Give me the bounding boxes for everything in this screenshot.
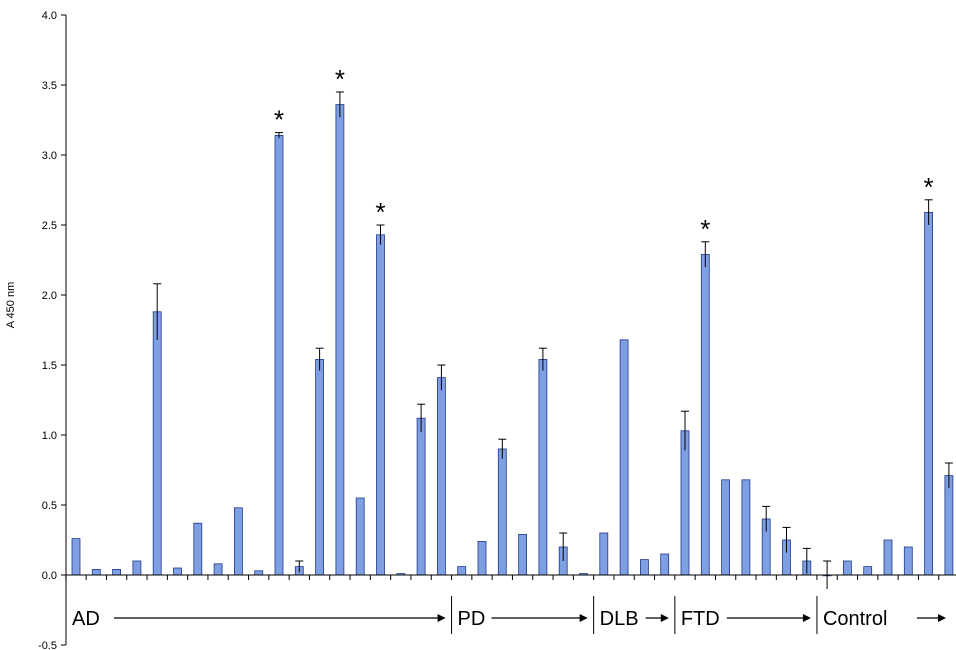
y-tick-label: 1.0 xyxy=(42,430,57,442)
bar xyxy=(680,430,690,576)
y-axis-label: A 450 nm xyxy=(5,282,17,328)
bar xyxy=(213,563,223,576)
bar xyxy=(91,569,101,576)
bar xyxy=(355,497,365,576)
bar xyxy=(173,567,182,576)
bar xyxy=(416,417,426,576)
group-label-dlb: DLB xyxy=(600,608,639,630)
y-tick-label: 3.0 xyxy=(42,150,57,162)
y-tick-label: -0.5 xyxy=(38,640,57,650)
significance-star: * xyxy=(700,214,710,244)
bar xyxy=(883,539,893,576)
significance-star: * xyxy=(375,197,385,227)
y-tick-label: 2.5 xyxy=(42,220,57,232)
bar xyxy=(457,566,467,576)
bar xyxy=(700,253,710,576)
bar xyxy=(152,311,162,576)
y-axis-ticks: 4.0 3.5 3.0 2.5 2.0 1.5 1.0 0.5 0.0 -0.5 xyxy=(38,10,66,650)
group-label-ftd: FTD xyxy=(681,608,720,630)
error-bars xyxy=(153,91,953,589)
significance-markers: * * * * * xyxy=(274,64,934,244)
bar xyxy=(315,358,325,576)
bar xyxy=(112,569,121,576)
bar xyxy=(274,134,284,576)
group-arrow-head xyxy=(938,614,946,622)
y-tick-label: 2.0 xyxy=(42,290,57,302)
bar xyxy=(741,479,751,576)
bar xyxy=(518,534,527,576)
y-tick-label: 1.5 xyxy=(42,360,57,372)
y-tick-label: 4.0 xyxy=(42,10,57,22)
bar xyxy=(640,559,649,576)
bar xyxy=(619,339,629,576)
bar xyxy=(436,377,446,576)
bar xyxy=(233,507,243,576)
bar xyxy=(335,104,345,576)
bar xyxy=(944,475,954,576)
bar xyxy=(254,570,264,576)
group-label-pd: PD xyxy=(458,608,486,630)
bar xyxy=(477,541,487,576)
bar xyxy=(903,546,913,576)
bar xyxy=(599,532,609,576)
group-arrow-head xyxy=(437,614,446,622)
y-tick-label: 0.5 xyxy=(42,500,57,512)
group-labels: AD PD DLB FTD Control xyxy=(72,596,946,634)
bar xyxy=(132,560,142,576)
y-tick-label: 3.5 xyxy=(42,80,57,92)
significance-star: * xyxy=(335,64,345,94)
bar xyxy=(497,448,507,576)
y-tick-label: 0.0 xyxy=(42,570,57,582)
bar xyxy=(721,479,730,576)
axes xyxy=(65,15,956,645)
bars xyxy=(71,104,954,577)
bar xyxy=(843,560,852,576)
bar xyxy=(660,553,670,576)
significance-star: * xyxy=(274,105,284,135)
group-arrow-head xyxy=(802,614,811,622)
bar xyxy=(538,358,548,576)
bar xyxy=(863,566,873,576)
group-label-control: Control xyxy=(823,608,887,630)
group-arrow-head xyxy=(660,614,669,622)
bar xyxy=(376,234,385,576)
group-arrow-head xyxy=(579,614,588,622)
significance-star: * xyxy=(924,172,934,202)
bar xyxy=(924,211,933,576)
bar xyxy=(193,522,203,576)
bar xyxy=(71,538,81,576)
group-label-ad: AD xyxy=(72,608,100,630)
